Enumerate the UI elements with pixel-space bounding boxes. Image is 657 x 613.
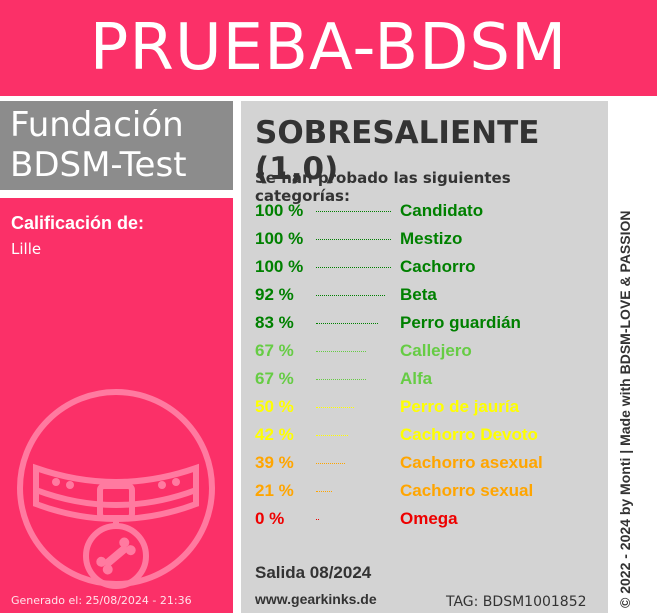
result-category: Callejero [400,341,472,360]
result-percent: 39 % [255,453,294,472]
result-row: 100 % Cachorro [255,253,605,281]
result-tag: TAG: BDSM1001852 [446,594,587,610]
result-row: 92 % Beta [255,281,605,309]
result-percent: 67 % [255,341,294,360]
result-dot-leader [316,295,385,296]
result-row: 39 % Cachorro asexual [255,449,605,477]
website-link[interactable]: www.gearkinks.de [255,591,377,607]
result-row: 100 % Mestizo [255,225,605,253]
rated-name: Lille [11,240,42,258]
result-percent: 83 % [255,313,294,332]
result-percent: 100 % [255,229,304,248]
grade-heading: SOBRESALIENTE (1,0) [255,115,540,187]
result-row: 67 % Alfa [255,365,605,393]
rating-panel: Calificación de: Lille Generado el: 25/ [0,198,233,613]
result-row: 0 % Omega [255,505,605,533]
result-dot-leader [316,379,366,380]
foundation-logo: Fundación BDSM-Test [0,101,233,190]
issue-date: Salida 08/2024 [255,563,372,582]
logo-line-1: Fundación [10,105,184,145]
page-title: PRUEBA-BDSM [89,11,568,85]
result-dot-leader [316,323,378,324]
result-percent: 0 % [255,509,285,528]
result-category: Cachorro asexual [400,453,543,472]
result-category: Beta [400,285,437,304]
result-category: Omega [400,509,458,528]
result-category: Alfa [400,369,433,388]
results-panel: SOBRESALIENTE (1,0) Se han probado las s… [241,101,608,613]
result-row: 50 % Perro de jauría [255,393,605,421]
result-row: 21 % Cachorro sexual [255,477,605,505]
result-category: Mestizo [400,229,463,248]
result-row: 67 % Callejero [255,337,605,365]
result-dot-leader [316,211,391,212]
result-dot-leader [316,491,332,492]
result-dot-leader [316,351,366,352]
result-percent: 100 % [255,201,304,220]
result-percent: 42 % [255,425,294,444]
result-percent: 100 % [255,257,304,276]
result-percent: 50 % [255,397,294,416]
result-dot-leader [316,407,354,408]
result-category: Cachorro [400,257,476,276]
result-dot-leader [316,435,348,436]
result-dot-leader [316,267,391,268]
result-percent: 92 % [255,285,294,304]
result-category: Perro guardián [400,313,521,332]
results-list: 100 % Candidato 100 % Mestizo 100 % Cachorro 9… [255,197,605,533]
result-percent: 67 % [255,369,294,388]
result-dot-leader [316,519,319,520]
result-row: 42 % Cachorro Devoto [255,421,605,449]
results-subtitle: Se han probado las siguientes categorías… [255,169,511,205]
result-dot-leader [316,463,345,464]
result-category: Cachorro sexual [400,481,534,500]
result-dot-leader [316,239,391,240]
result-category: Perro de jauría [400,397,520,416]
result-percent: 21 % [255,481,294,500]
logo-line-2: BDSM-Test [10,145,187,185]
dog-collar-bone-tag-icon [17,389,215,589]
generated-timestamp: Generado el: 25/08/2024 - 21:36 [11,594,192,607]
result-category: Candidato [400,201,484,220]
result-row: 83 % Perro guardián [255,309,605,337]
rating-label: Calificación de: [11,213,145,233]
page-banner: PRUEBA-BDSM [0,0,657,96]
result-category: Cachorro Devoto [400,425,538,444]
copyright-credit: © 2022 - 2024 by Monti | Made with BDSM-… [617,210,633,609]
result-row: 100 % Candidato [255,197,605,225]
